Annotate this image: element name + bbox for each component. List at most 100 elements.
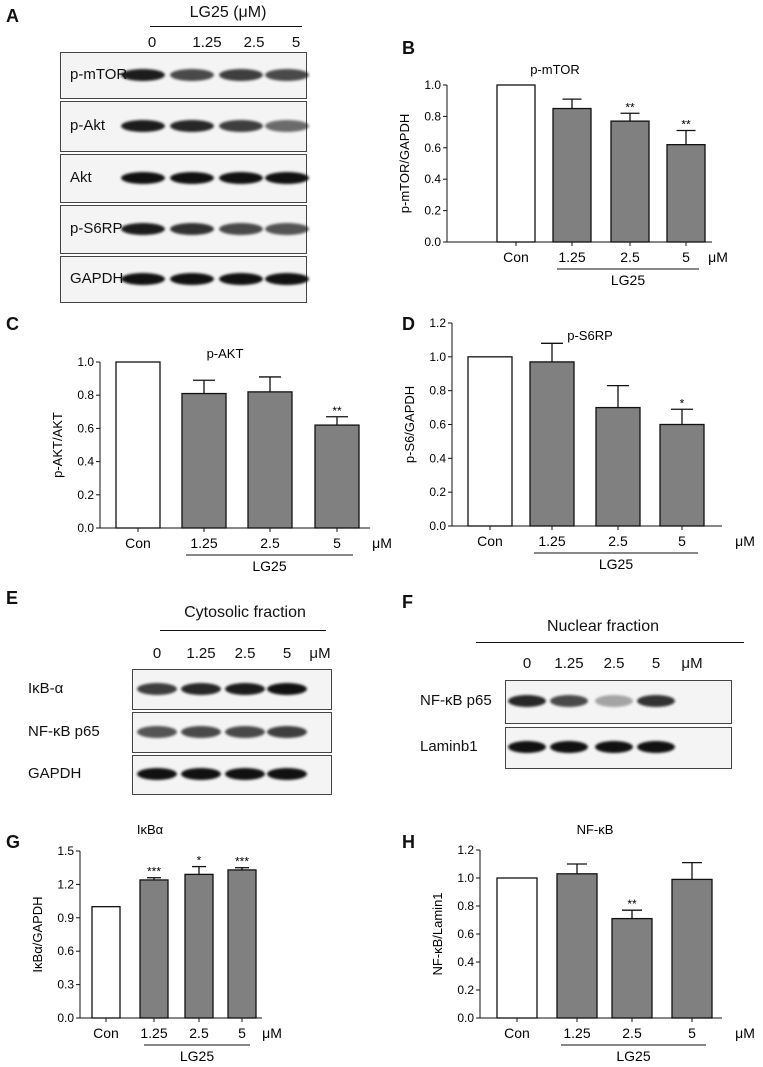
blot-row-label: IκB-α [28,679,64,697]
bar [227,869,257,1019]
panel-label-a: A [6,6,19,26]
y-tick-label: 0.0 [429,519,446,533]
y-tick-label: 0.9 [57,911,74,925]
y-tick-label: 1.2 [429,316,446,330]
y-tick-label: 0.4 [77,455,94,469]
unit-label: μM [309,645,331,662]
band [121,119,165,132]
significance-mark: ** [681,118,691,132]
band [170,222,214,235]
y-axis-label: p-S6/GAPDH [402,386,417,463]
lane-label: 0 [147,34,157,51]
band [265,272,309,285]
blot-a-header: LG25 (μM) [189,4,267,21]
band [508,695,546,707]
y-tick-label: 0.6 [57,944,74,958]
lane-label: 0 [522,655,532,672]
bar [659,423,705,527]
chart-title: p-AKT [207,346,244,361]
significance-mark: ** [332,404,342,418]
band [170,272,214,285]
significance-mark: ** [627,897,637,911]
significance-mark: * [197,854,202,868]
band [225,725,265,738]
x-tick-label: 1.25 [140,1025,167,1041]
bar [666,144,706,243]
x-tick-label: 1.25 [190,535,217,551]
lane-label: 2.5 [243,34,265,51]
group-label: LG25 [616,1048,650,1064]
bar [671,878,713,1019]
band [219,119,263,132]
y-tick-label: 0.2 [457,983,474,997]
band [267,725,307,738]
band [225,682,265,695]
y-tick-label: 0.6 [457,927,474,941]
lane-label: 2.5 [234,645,256,662]
x-tick-label: 2.5 [622,1025,642,1041]
y-tick-label: 0.6 [429,418,446,432]
y-axis-label: NF-κB/Lamin1 [430,892,445,975]
band [137,768,177,780]
x-tick-label: 5 [333,535,341,551]
band [595,741,633,753]
x-tick-label: Con [503,249,529,265]
panel-label-b: B [402,38,415,58]
band [181,682,221,695]
band [181,725,221,738]
lane-label: 2.5 [603,655,625,672]
panel-label-h: H [402,832,415,852]
chart-title: p-S6RP [567,328,613,343]
band [170,68,214,81]
blot-row-label: p-mTOR [70,65,128,83]
lane-label: 0 [152,645,162,662]
band [595,695,633,707]
band [121,171,165,184]
band [137,725,177,738]
y-tick-label: 0.2 [424,204,441,218]
band [137,682,177,695]
band [170,171,214,184]
bar [115,361,161,529]
band [550,695,588,707]
bar [556,873,598,1019]
group-label: LG25 [599,556,633,572]
panel-label-e: E [6,588,19,608]
bar [595,406,641,527]
blot-e-header-line [160,630,326,631]
bar [181,392,227,529]
x-tick-label: 2.5 [189,1025,209,1041]
band [267,768,307,780]
y-tick-label: 0.2 [77,488,94,502]
band [265,68,309,81]
band [637,741,675,753]
y-tick-label: 0.8 [424,109,441,123]
bar [552,107,592,243]
chart-title: IκBα [137,822,164,837]
blot-e-header: Cytosolic fraction [184,604,306,621]
blot-row-label: Akt [70,168,92,186]
significance-mark: ** [625,100,635,114]
band [121,222,165,235]
x-tick-label: 1.25 [538,533,565,549]
panel-label-d: D [402,314,415,334]
lane-label: 1.25 [192,34,222,51]
bar [610,120,650,243]
unit-label: μM [735,533,755,549]
x-tick-label: 1.25 [563,1025,590,1041]
x-tick-label: 5 [678,533,686,549]
band [219,272,263,285]
band [170,119,214,132]
bar [529,361,575,527]
blot-row-label: NF-κB p65 [420,692,492,709]
significance-mark: *** [147,865,161,879]
y-tick-label: 0.0 [457,1011,474,1025]
unit-label: μM [681,655,703,672]
y-tick-label: 1.0 [429,350,446,364]
x-tick-label: 5 [682,249,690,265]
y-axis-label: IκBα/GAPDH [30,896,45,972]
unit-label: μM [372,535,392,551]
y-tick-label: 0.4 [429,451,446,465]
x-tick-label: 2.5 [620,249,640,265]
